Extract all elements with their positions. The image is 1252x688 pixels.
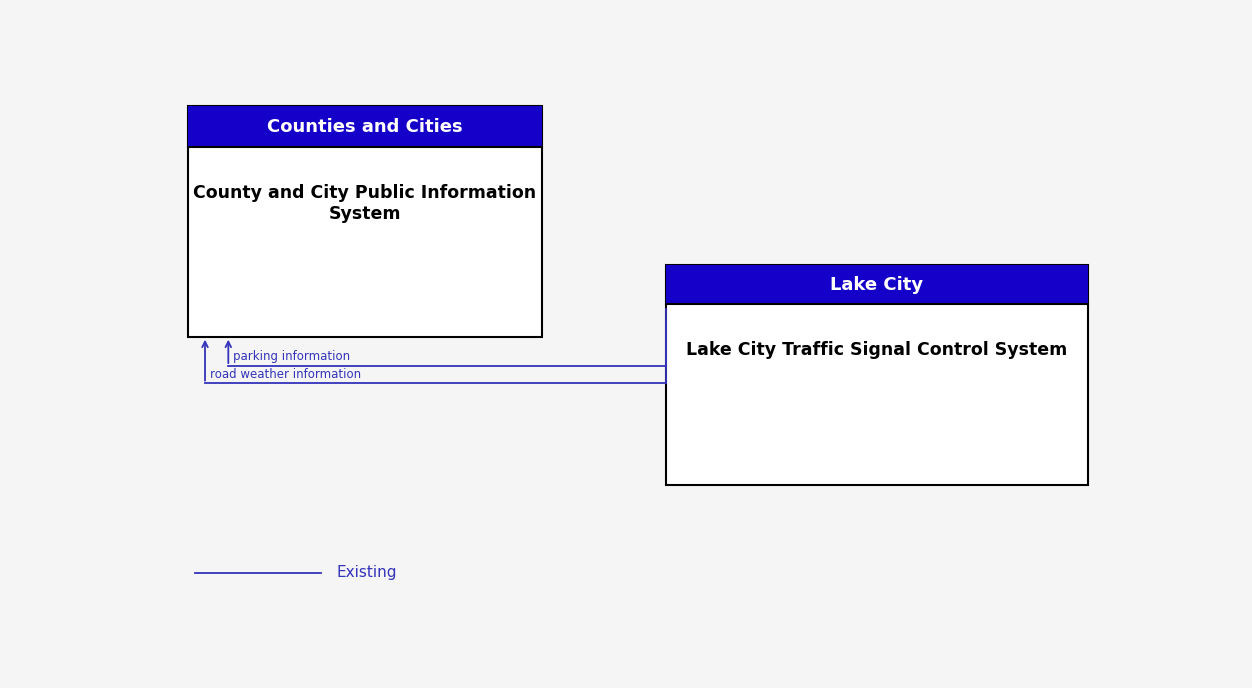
Bar (188, 107, 542, 147)
Bar (666, 266, 1088, 485)
Text: road weather information: road weather information (210, 368, 361, 381)
Text: Counties and Cities: Counties and Cities (267, 118, 462, 136)
Text: Existing: Existing (336, 565, 397, 580)
Text: County and City Public Information
System: County and City Public Information Syste… (193, 184, 536, 223)
Text: Lake City: Lake City (830, 276, 924, 294)
Bar (188, 107, 542, 337)
Text: Lake City Traffic Signal Control System: Lake City Traffic Signal Control System (686, 341, 1068, 359)
Text: parking information: parking information (233, 350, 351, 363)
Bar (666, 266, 1088, 304)
